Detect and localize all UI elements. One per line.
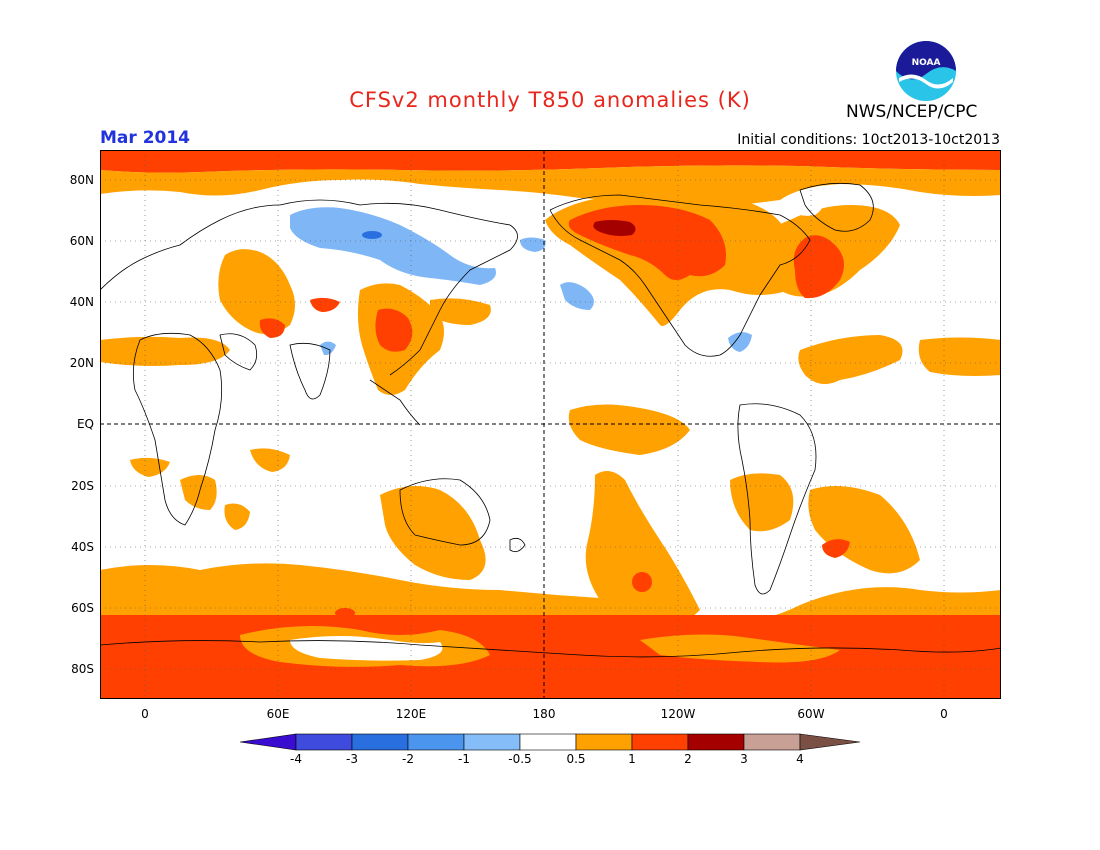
sh-pacific-orange [585, 471, 700, 626]
initial-conditions-label: Initial conditions: 10ct2013-10ct2013 [737, 132, 1000, 148]
australia-orange [380, 486, 486, 580]
japan-orange [430, 298, 491, 325]
greenland-coast [799, 182, 874, 232]
lon-label: 0 [940, 707, 948, 721]
lat-label: 80N [69, 173, 94, 187]
lat-label: 20N [69, 356, 94, 370]
atlantic-orange [798, 335, 903, 384]
southern-red-spot [335, 608, 355, 618]
lon-label: 120W [660, 707, 696, 721]
lat-label: 60N [69, 234, 94, 248]
mideast-red [259, 318, 285, 338]
labrador-red [793, 235, 844, 299]
atlantic-orange-east [918, 337, 1001, 376]
colorbar-bin [519, 733, 577, 751]
colorbar-label: 3 [740, 752, 748, 766]
arctic-orange-band [100, 165, 1001, 208]
graticule [100, 150, 1001, 699]
colorbar-label: 2 [684, 752, 692, 766]
colorbar-bin [743, 733, 801, 751]
colorbar-bin [463, 733, 521, 751]
pacific-cool-2 [560, 282, 594, 310]
siberia-cool-core [362, 231, 382, 239]
arctic-warm-band [100, 150, 1001, 173]
arabia-coast [219, 333, 258, 371]
noaa-logo-icon: NOAA [896, 41, 956, 101]
sh-pacific-red [632, 572, 652, 592]
mideast-orange [218, 249, 295, 334]
africa-coast [132, 332, 223, 526]
africa-orange [180, 475, 217, 510]
colorbar-label: 1 [628, 752, 636, 766]
agency-label: NWS/NCEP/CPC [846, 102, 978, 122]
southern-ocean-red-band [100, 615, 1001, 699]
seasia-coast [369, 379, 421, 426]
southamerica-coast [737, 403, 817, 595]
lat-label: 40S [71, 540, 94, 554]
antarctic-neutral [290, 636, 443, 661]
europe-coast [100, 204, 281, 291]
lon-label: 120E [395, 707, 427, 721]
colorbar [240, 733, 861, 751]
colorbar-label: -0.5 [508, 752, 532, 766]
colorbar-arrow-left [240, 733, 297, 751]
colorbar-label: 4 [796, 752, 804, 766]
antarctica-coast [100, 640, 1001, 658]
svg-text:NOAA: NOAA [912, 58, 941, 68]
india-coast [289, 342, 331, 400]
colorbar-bin [687, 733, 745, 751]
australia-coast [399, 478, 491, 546]
china-red [375, 308, 413, 352]
lat-label: EQ [76, 417, 94, 431]
anomaly-map [100, 150, 1001, 699]
gulf-cool [728, 332, 752, 352]
tibet-red [310, 297, 340, 312]
lon-label: 60E [266, 707, 290, 721]
colorbar-label: -4 [290, 752, 302, 766]
colorbar-bin [407, 733, 465, 751]
colorbar-bin [295, 733, 353, 751]
northamerica-coast [549, 194, 811, 357]
colorbar-label: 0.5 [566, 752, 586, 766]
lat-label: 40N [69, 295, 94, 309]
coastlines [100, 182, 1001, 658]
subtropics-orange-west [100, 336, 230, 366]
colorbar-arrow-right [799, 733, 861, 751]
greenland-neutral [790, 191, 824, 216]
nz-coast [509, 537, 526, 553]
colorbar-label: -3 [346, 752, 358, 766]
eq-pacific-orange [568, 404, 690, 455]
colorbar-bin [351, 733, 409, 751]
colorbar-bin [631, 733, 689, 751]
sa-atlantic-orange [808, 486, 920, 574]
colorbar-label: -2 [402, 752, 414, 766]
india-cool [320, 341, 336, 356]
lat-label: 20S [71, 479, 94, 493]
colorbar-label: -1 [458, 752, 470, 766]
sa-atlantic-red [822, 539, 850, 558]
lat-label: 60S [71, 601, 94, 615]
lat-label: 80S [71, 662, 94, 676]
madagascar-orange [224, 503, 250, 530]
pacific-cool-1 [520, 237, 546, 252]
siberia-cool [290, 207, 496, 285]
colorbar-bin [575, 733, 633, 751]
north-america-dark [593, 220, 636, 236]
month-label: Mar 2014 [100, 128, 191, 148]
chart-title: CFSv2 monthly T850 anomalies (K) [349, 88, 751, 112]
indian-orange [250, 448, 290, 472]
lon-label: 0 [141, 707, 149, 721]
sa-orange [730, 473, 794, 532]
asia-coast [279, 199, 518, 376]
lon-label: 180 [532, 707, 556, 721]
lon-label: 60W [797, 707, 825, 721]
